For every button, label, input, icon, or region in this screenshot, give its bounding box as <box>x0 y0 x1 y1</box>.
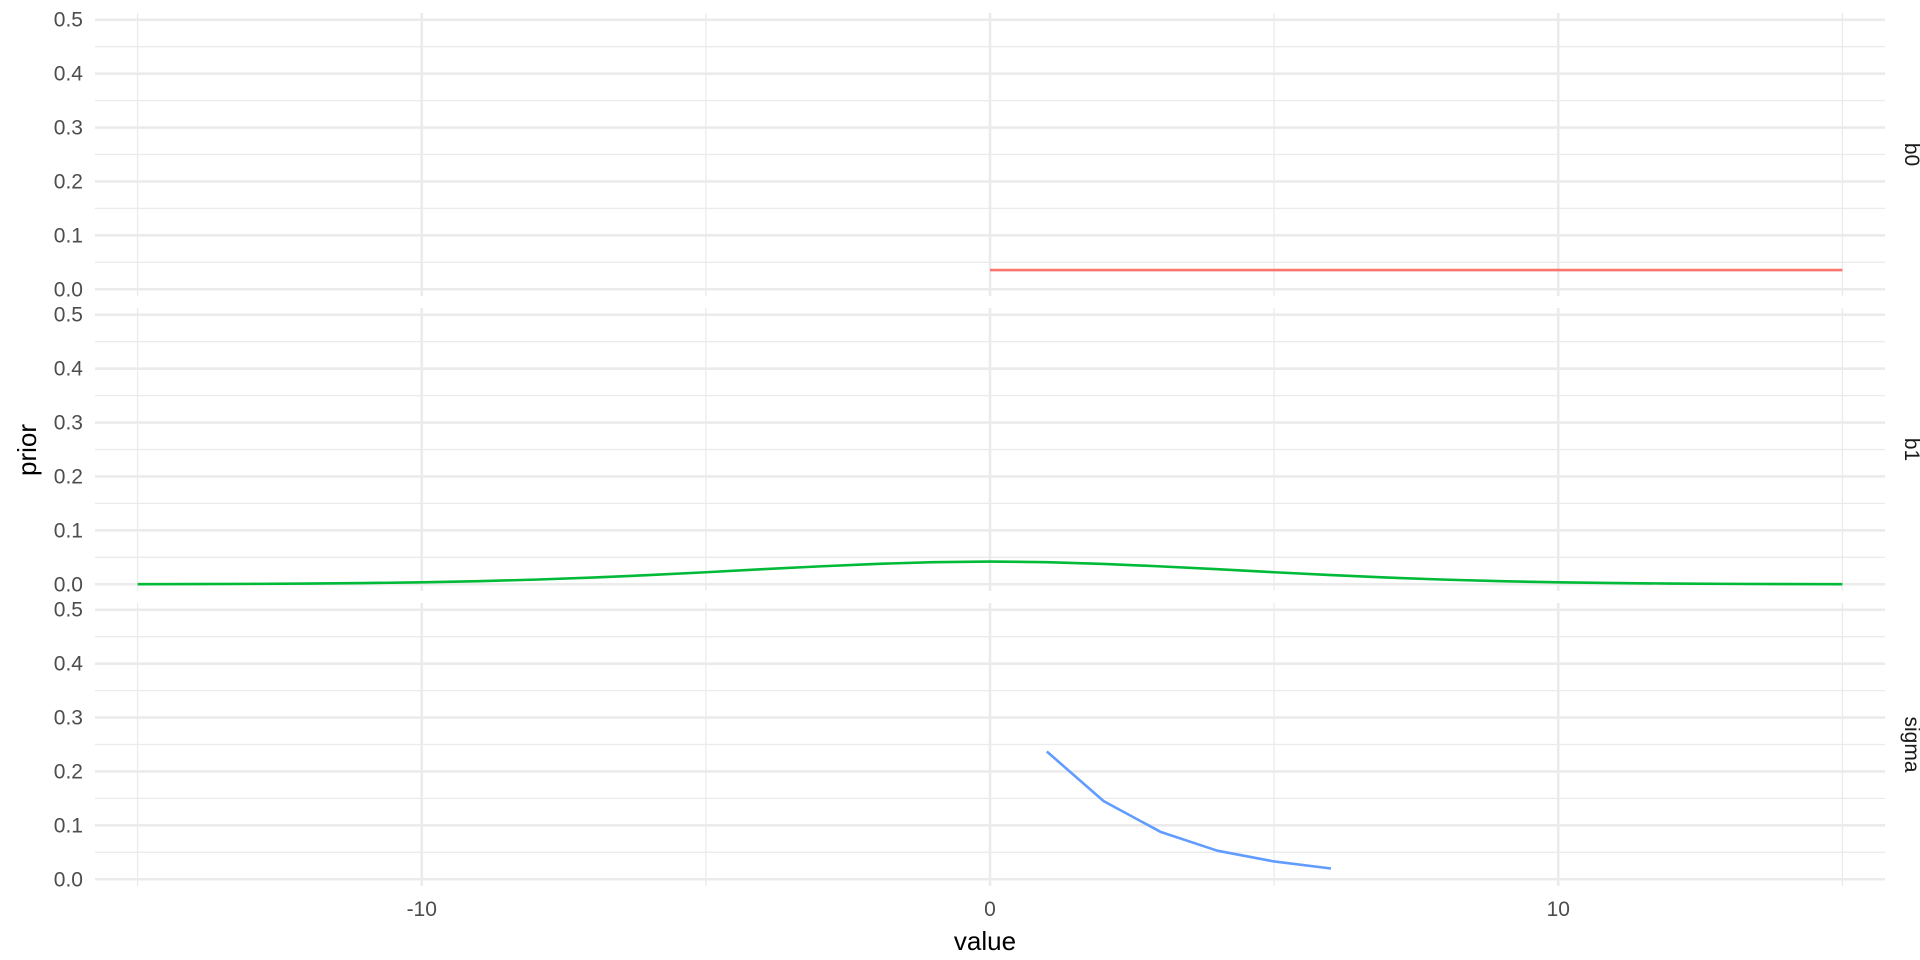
facet-panels: 0.0 0.1 0.2 0.3 0.4 0.5 b0 0.0 0.1 0.2 0.3 0.4 0.5 b1… <box>54 9 1920 921</box>
y-tick-label: 0.1 <box>54 519 83 542</box>
y-tick-label: 0.2 <box>54 760 83 783</box>
y-axis-title: prior <box>12 424 42 476</box>
y-tick-label: 0.2 <box>54 170 83 193</box>
facet-panel-b0: 0.0 0.1 0.2 0.3 0.4 0.5 b0 <box>54 9 1920 302</box>
y-tick-label: 0.5 <box>54 304 83 327</box>
facet-strip-label: b1 <box>1900 438 1920 461</box>
x-tick-label: 0 <box>984 898 996 921</box>
x-axis-title: value <box>954 926 1016 956</box>
y-tick-label: 0.3 <box>54 707 83 730</box>
y-tick-label: 0.0 <box>54 278 83 301</box>
y-tick-label: 0.4 <box>54 653 84 676</box>
x-tick-label: -10 <box>407 898 437 921</box>
y-tick-label: 0.3 <box>54 412 83 435</box>
facet-strip-label: sigma <box>1900 716 1920 772</box>
series-line-b1 <box>137 560 1843 586</box>
facet-panel-sigma: 0.0 0.1 0.2 0.3 0.4 0.5 sigma -10 0 10 <box>54 599 1920 921</box>
y-tick-label: 0.5 <box>54 599 83 622</box>
y-tick-label: 0.1 <box>54 814 83 837</box>
y-tick-label: 0.0 <box>54 868 83 891</box>
y-tick-label: 0.1 <box>54 224 83 247</box>
y-tick-label: 0.0 <box>54 573 83 596</box>
facet-strip-label: b0 <box>1900 143 1920 166</box>
y-tick-label: 0.4 <box>54 63 84 86</box>
series-line-sigma <box>1045 750 1332 870</box>
facet-panel-b1: 0.0 0.1 0.2 0.3 0.4 0.5 b1 <box>54 304 1920 597</box>
y-tick-label: 0.2 <box>54 465 83 488</box>
y-tick-label: 0.5 <box>54 9 83 32</box>
x-tick-label: 10 <box>1547 898 1570 921</box>
y-tick-label: 0.4 <box>54 358 84 381</box>
y-tick-label: 0.3 <box>54 117 83 140</box>
